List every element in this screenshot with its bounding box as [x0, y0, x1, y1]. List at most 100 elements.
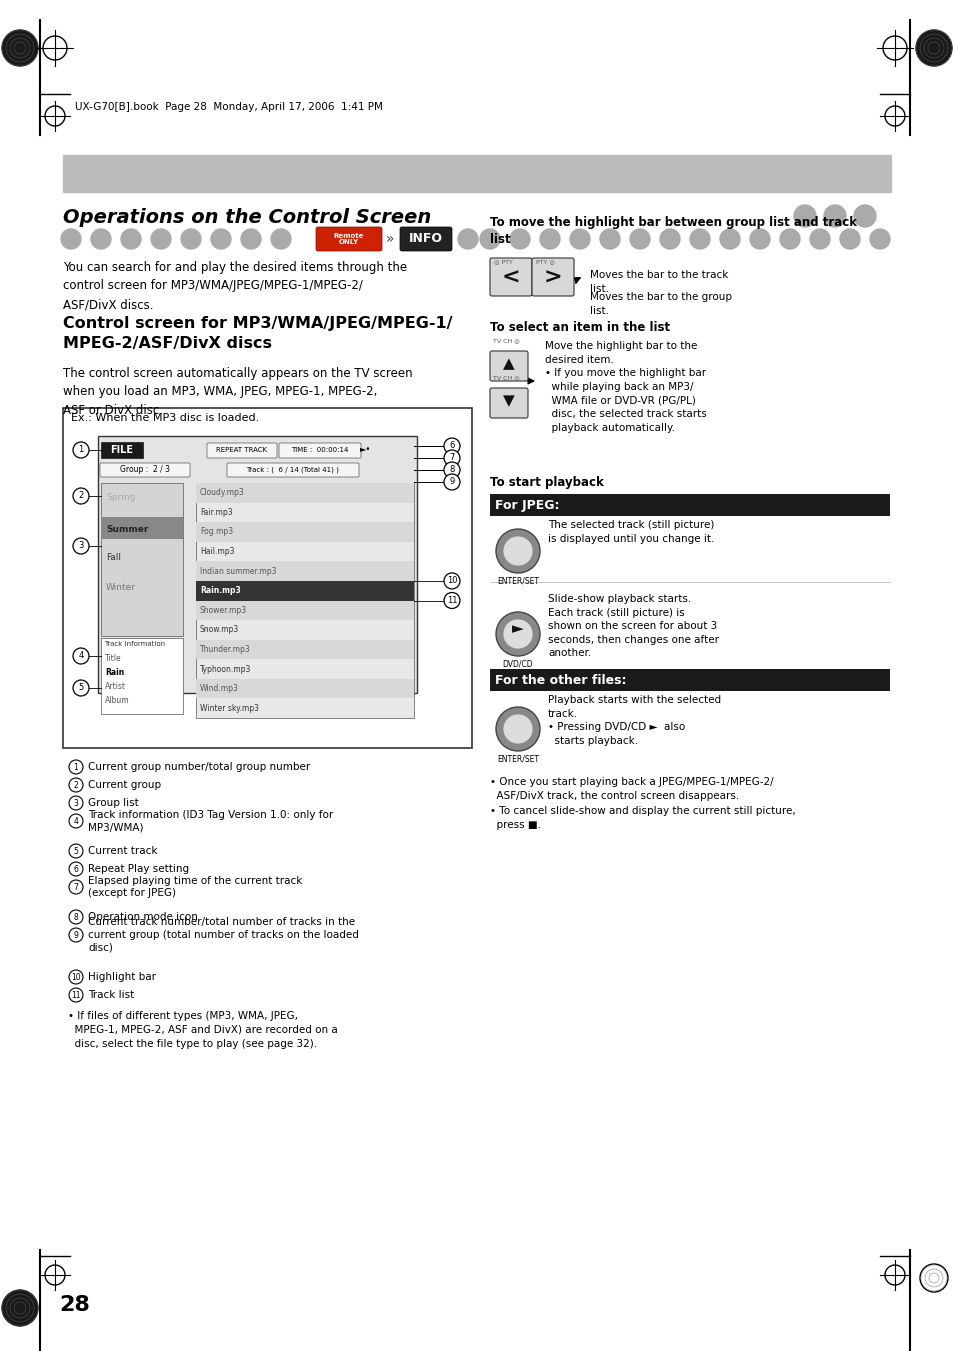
Text: Thunder.mp3: Thunder.mp3	[200, 644, 251, 654]
Bar	[195, 678, 414, 698]
Circle shape	[91, 230, 111, 249]
Circle shape	[73, 538, 89, 554]
Text: Group :  2 / 3: Group : 2 / 3	[120, 466, 170, 474]
Text: 11: 11	[446, 596, 456, 605]
Text: Artist: Artist	[105, 682, 126, 690]
Text: Track list: Track list	[88, 990, 134, 1000]
Circle shape	[853, 205, 875, 227]
Text: Fair.mp3: Fair.mp3	[200, 508, 233, 517]
Text: • If files of different types (MP3, WMA, JPEG,
  MPEG-1, MPEG-2, ASF and DivX) a: • If files of different types (MP3, WMA,…	[68, 1011, 337, 1048]
FancyBboxPatch shape	[207, 443, 276, 458]
Bar	[195, 639, 414, 659]
Bar	[101, 638, 183, 713]
FancyBboxPatch shape	[278, 443, 360, 458]
Text: Operations on the Control Screen: Operations on the Control Screen	[63, 208, 431, 227]
Circle shape	[569, 230, 589, 249]
Circle shape	[689, 230, 709, 249]
Text: Cloudy.mp3: Cloudy.mp3	[200, 488, 245, 497]
Text: Spring: Spring	[106, 493, 135, 503]
Text: TV CH ◎: TV CH ◎	[493, 376, 519, 381]
Text: 2: 2	[78, 492, 84, 500]
Text: You can search for and play the desired items through the
control screen for MP3: You can search for and play the desired …	[63, 261, 407, 311]
Text: Playback starts with the selected
track.
• Pressing DVD/CD ►  also
  starts play: Playback starts with the selected track.…	[547, 694, 720, 746]
Text: Shower.mp3: Shower.mp3	[200, 605, 247, 615]
Text: Current group: Current group	[88, 780, 161, 790]
Circle shape	[443, 593, 459, 608]
Text: The control screen automatically appears on the TV screen
when you load an MP3, : The control screen automatically appears…	[63, 367, 413, 417]
Circle shape	[629, 230, 649, 249]
Text: 8: 8	[73, 912, 78, 921]
Circle shape	[479, 230, 499, 249]
Text: The selected track (still picture)
is displayed until you change it.: The selected track (still picture) is di…	[547, 520, 714, 543]
Circle shape	[69, 844, 83, 858]
Text: Summer: Summer	[106, 526, 149, 535]
Text: Title: Title	[105, 654, 121, 663]
Bar	[195, 600, 414, 620]
Text: Album: Album	[105, 696, 130, 705]
Circle shape	[443, 450, 459, 466]
Text: ◎ PTY: ◎ PTY	[494, 259, 513, 265]
Text: ►: ►	[512, 621, 523, 636]
Text: Moves the bar to the group
list.: Moves the bar to the group list.	[589, 292, 731, 316]
Text: To start playback: To start playback	[490, 476, 603, 489]
Text: Indian summer.mp3: Indian summer.mp3	[200, 566, 276, 576]
Text: Current group number/total group number: Current group number/total group number	[88, 762, 310, 771]
Circle shape	[2, 30, 38, 66]
Text: Move the highlight bar to the
desired item.
• If you move the highlight bar
  wh: Move the highlight bar to the desired it…	[544, 340, 706, 432]
Text: Group list: Group list	[88, 798, 138, 808]
Bar	[101, 484, 183, 636]
Text: 28: 28	[59, 1296, 91, 1315]
Circle shape	[502, 619, 533, 648]
Text: FILE: FILE	[111, 444, 133, 455]
Bar	[101, 517, 183, 539]
FancyBboxPatch shape	[100, 463, 190, 477]
Text: Track : (  6 / 14 (Total 41) ): Track : ( 6 / 14 (Total 41) )	[246, 466, 339, 473]
Circle shape	[73, 442, 89, 458]
Circle shape	[61, 230, 81, 249]
Circle shape	[69, 880, 83, 894]
Text: 10: 10	[71, 973, 81, 981]
Text: Operation mode icon: Operation mode icon	[88, 912, 197, 921]
Text: 2: 2	[73, 781, 78, 789]
Bar	[195, 581, 414, 600]
Circle shape	[502, 536, 533, 566]
Circle shape	[510, 230, 530, 249]
Circle shape	[496, 707, 539, 751]
Text: PTY ◎: PTY ◎	[536, 259, 555, 265]
Text: Snow.mp3: Snow.mp3	[200, 626, 239, 635]
Text: Ex.: When the MP3 disc is loaded.: Ex.: When the MP3 disc is loaded.	[71, 413, 259, 423]
Text: For the other files:: For the other files:	[495, 674, 626, 686]
Text: 6: 6	[449, 442, 455, 450]
Circle shape	[443, 462, 459, 478]
Text: 1: 1	[78, 446, 84, 454]
Circle shape	[69, 988, 83, 1002]
Text: To select an item in the list: To select an item in the list	[490, 322, 669, 334]
Text: »: »	[385, 232, 394, 246]
Circle shape	[823, 205, 845, 227]
Circle shape	[69, 928, 83, 942]
Bar	[490, 669, 889, 690]
FancyBboxPatch shape	[490, 388, 527, 417]
Text: 7: 7	[73, 882, 78, 892]
Circle shape	[496, 530, 539, 573]
FancyBboxPatch shape	[399, 227, 452, 251]
Text: TV CH ◎: TV CH ◎	[493, 339, 519, 343]
Circle shape	[73, 680, 89, 696]
Text: ENTER/SET: ENTER/SET	[497, 577, 538, 585]
Circle shape	[793, 205, 815, 227]
Text: Typhoon.mp3: Typhoon.mp3	[200, 665, 251, 674]
Bar	[195, 561, 414, 581]
Circle shape	[457, 230, 477, 249]
Text: >: >	[543, 267, 561, 288]
Text: 6: 6	[73, 865, 78, 874]
Text: 10: 10	[446, 577, 456, 585]
Circle shape	[73, 648, 89, 663]
Text: Highlight bar: Highlight bar	[88, 971, 156, 982]
Bar	[195, 484, 414, 503]
Text: Rain: Rain	[105, 667, 124, 677]
Text: Wind.mp3: Wind.mp3	[200, 684, 238, 693]
FancyBboxPatch shape	[315, 227, 381, 251]
Text: 7: 7	[449, 454, 455, 462]
Text: 4: 4	[78, 651, 84, 661]
Text: For JPEG:: For JPEG:	[495, 499, 558, 512]
